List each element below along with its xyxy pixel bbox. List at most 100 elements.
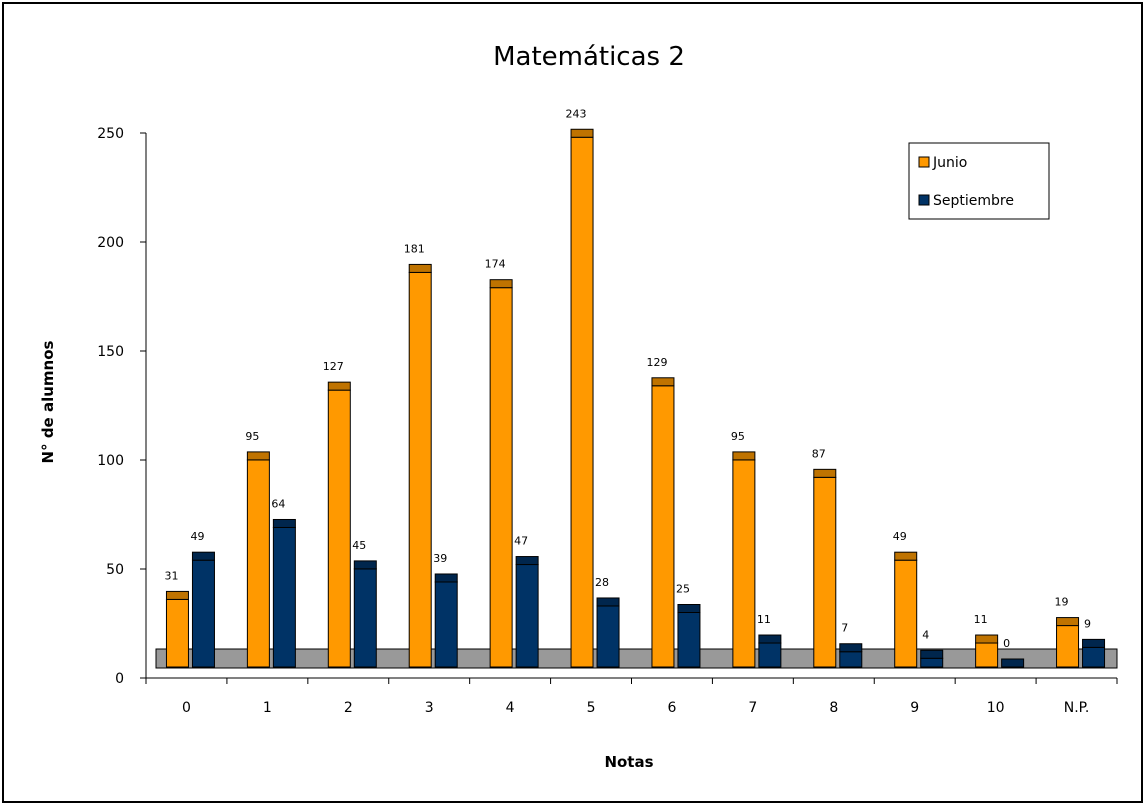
bar-septiembre-top [596, 597, 620, 607]
bar-junio [975, 642, 999, 668]
data-label: 45 [352, 539, 366, 552]
x-tick-label: 9 [910, 700, 919, 716]
bar-septiembre-top [434, 573, 458, 583]
data-label: 87 [812, 447, 826, 460]
bar-junio-top [732, 451, 756, 461]
x-tick-label: 8 [829, 700, 838, 716]
floor-slab [155, 648, 1118, 669]
x-tick-label: 7 [748, 700, 757, 716]
x-axis-title: Notas [604, 753, 653, 771]
x-tick-label: 6 [667, 700, 676, 716]
bar-septiembre [596, 605, 620, 668]
y-axis-title: N° de alumnos [39, 340, 57, 463]
data-label: 129 [646, 356, 667, 369]
bar-septiembre-top [920, 649, 944, 659]
bar-junio-top [327, 381, 351, 391]
x-tick-label: 3 [425, 700, 434, 716]
data-label: 4 [922, 628, 929, 641]
bar-junio-top [651, 377, 675, 387]
legend-label: Septiembre [933, 193, 1014, 209]
data-label: 174 [485, 258, 506, 271]
data-label: 95 [731, 430, 745, 443]
bar-junio [570, 136, 594, 668]
bar-junio [894, 559, 918, 668]
bar-junio [489, 287, 513, 668]
bar-junio-top [975, 634, 999, 644]
bar-septiembre-top [353, 560, 377, 570]
chart-title: Matemáticas 2 [493, 42, 685, 72]
bar-junio [408, 271, 432, 668]
data-label: 31 [164, 569, 178, 582]
bar-septiembre [1082, 646, 1106, 668]
data-label: 49 [190, 530, 204, 543]
bar-septiembre-top [1001, 658, 1025, 668]
bar-junio [327, 389, 351, 668]
data-label: 181 [404, 242, 425, 255]
data-label: 11 [757, 613, 771, 626]
bar-septiembre-top [677, 604, 701, 613]
legend-box [908, 142, 1050, 220]
bar-septiembre-top [758, 634, 782, 644]
data-label: 0 [1003, 637, 1010, 650]
x-tick-label: 10 [987, 700, 1005, 716]
bar-septiembre-top [1082, 638, 1106, 648]
floor-layer [155, 648, 1118, 669]
data-labels-layer: 3149956412745181391744724328129259511877… [164, 107, 1091, 650]
bar-junio [246, 459, 270, 668]
y-tick-label: 250 [97, 126, 124, 142]
bar-septiembre-top [272, 518, 296, 528]
data-label: 243 [566, 107, 587, 120]
bar-junio-top [246, 451, 270, 461]
bar-septiembre [920, 657, 944, 668]
bar-septiembre [272, 526, 296, 668]
bar-junio-top [570, 128, 594, 138]
legend-swatch [918, 194, 930, 206]
bar-junio-top [165, 590, 189, 600]
y-tick-label: 200 [97, 235, 124, 251]
bar-chart: Matemáticas 2 N° de alumnos Notas 050100… [39, 42, 1118, 771]
y-tick-label: 0 [115, 671, 124, 687]
data-label: 49 [893, 530, 907, 543]
bar-junio [732, 459, 756, 668]
bar-septiembre [434, 581, 458, 668]
bar-junio-top [489, 279, 513, 289]
bar-junio-top [894, 551, 918, 561]
bar-junio [651, 385, 675, 668]
data-label: 19 [1055, 596, 1069, 609]
bar-septiembre [353, 568, 377, 668]
legend-swatch [918, 156, 930, 168]
data-label: 47 [514, 535, 528, 548]
data-label: 25 [676, 583, 690, 596]
data-label: 95 [245, 430, 259, 443]
bar-junio-top [408, 263, 432, 273]
bar-junio [813, 476, 837, 668]
x-tick-label: 1 [263, 700, 272, 716]
bar-junio [165, 598, 189, 668]
data-label: 9 [1084, 617, 1091, 630]
data-label: 11 [974, 613, 988, 626]
bars-layer [165, 128, 1106, 668]
bar-septiembre [677, 612, 701, 668]
x-tick-label: 2 [344, 700, 353, 716]
x-tick-label: 0 [182, 700, 191, 716]
bar-septiembre [515, 564, 539, 668]
bar-septiembre [191, 559, 215, 668]
data-label: 64 [271, 497, 285, 510]
x-tick-label: N.P. [1064, 700, 1090, 716]
y-tick-label: 100 [97, 453, 124, 469]
y-tick-label: 50 [106, 562, 124, 578]
data-label: 39 [433, 552, 447, 565]
bar-junio-top [1056, 617, 1080, 627]
bar-septiembre-top [839, 643, 863, 653]
bar-septiembre [758, 642, 782, 668]
legend: Junio Septiembre [908, 142, 1050, 220]
legend-label: Junio [932, 155, 967, 171]
data-label: 28 [595, 576, 609, 589]
bar-junio-top [813, 468, 837, 478]
x-tick-label: 5 [587, 700, 596, 716]
bar-septiembre [839, 651, 863, 668]
bar-septiembre-top [191, 551, 215, 561]
bar-junio [1056, 625, 1080, 668]
